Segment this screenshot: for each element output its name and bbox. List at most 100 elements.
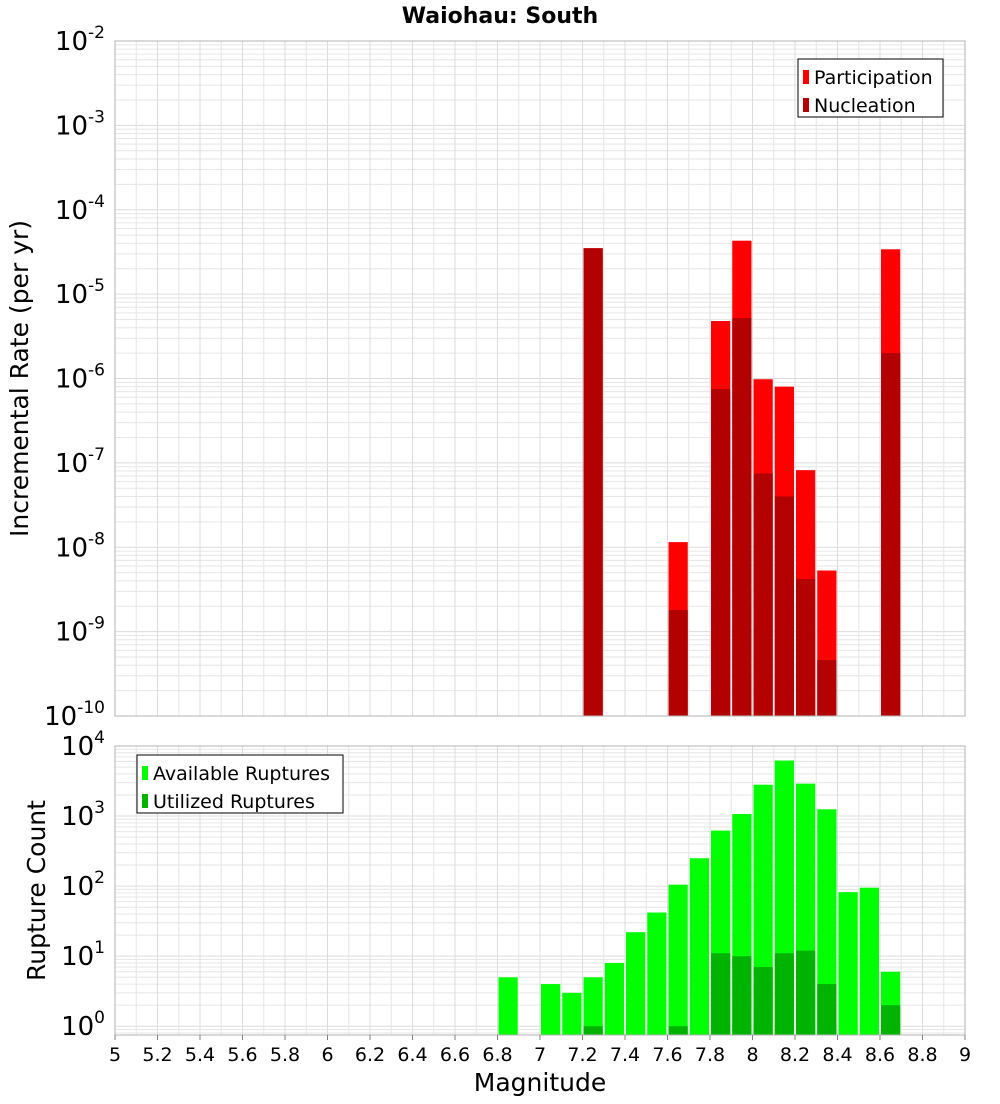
y-tick-exponent: -6 xyxy=(88,361,105,381)
y-tick-exponent: -5 xyxy=(88,276,105,296)
y-tick-exponent: -9 xyxy=(88,614,105,634)
y-tick-exponent: -2 xyxy=(88,23,105,43)
rate-bar-nucleation xyxy=(881,353,901,716)
x-tick-label: 8.6 xyxy=(865,1044,895,1066)
rate-bar-nucleation xyxy=(817,660,837,716)
x-tick-label: 5.2 xyxy=(142,1044,172,1066)
legend-label: Utilized Ruptures xyxy=(153,791,315,813)
rate-bar-nucleation xyxy=(668,610,688,716)
legend-swatch xyxy=(142,794,148,808)
y-tick-base: 10 xyxy=(55,449,88,479)
y-tick-exponent: 2 xyxy=(94,868,105,888)
count-bar-available xyxy=(838,892,858,1035)
y-tick-label: 10-10 xyxy=(44,698,105,732)
count-bar-utilized xyxy=(583,1026,603,1035)
count-bar-utilized xyxy=(668,1026,688,1035)
plot-frame xyxy=(114,40,966,717)
y-tick-base: 10 xyxy=(55,280,88,310)
y-tick-label: 10-6 xyxy=(55,361,105,395)
legend-box xyxy=(136,754,344,814)
count-bar-available xyxy=(541,984,561,1035)
y-axis-label: Rupture Count xyxy=(22,800,51,981)
count-bar-available xyxy=(604,962,624,1035)
y-tick-label: 10-9 xyxy=(55,614,105,648)
y-tick-base: 10 xyxy=(55,196,88,226)
x-tick-label: 6.4 xyxy=(397,1044,427,1066)
legend-swatch xyxy=(142,766,148,780)
count-bar-available xyxy=(859,887,879,1035)
legend-label: Participation xyxy=(814,67,933,89)
y-tick-label: 102 xyxy=(61,868,105,902)
y-tick-exponent: 1 xyxy=(94,938,105,958)
y-tick-base: 10 xyxy=(55,365,88,395)
y-tick-exponent: -3 xyxy=(88,107,105,127)
rate-plot: 10-210-310-410-510-610-710-810-910-10Inc… xyxy=(5,23,966,732)
y-tick-label: 10-3 xyxy=(55,107,105,141)
y-tick-label: 103 xyxy=(61,798,105,832)
y-tick-exponent: -4 xyxy=(88,192,105,212)
x-tick-label: 5.4 xyxy=(185,1044,215,1066)
rate-bar-nucleation xyxy=(753,473,773,716)
count-bar-available xyxy=(647,912,667,1035)
y-tick-base: 10 xyxy=(55,618,88,648)
count-bar-available xyxy=(817,809,837,1035)
x-tick-label: 6.8 xyxy=(482,1044,512,1066)
y-tick-base: 10 xyxy=(61,942,94,972)
rate-bar-nucleation xyxy=(583,248,603,717)
count-bar-available xyxy=(583,977,603,1035)
x-tick-label: 8.2 xyxy=(780,1044,810,1066)
x-tick-label: 7.6 xyxy=(652,1044,682,1066)
y-tick-exponent: 3 xyxy=(94,798,105,818)
x-tick-label: 6.2 xyxy=(355,1044,385,1066)
rate-bar-nucleation xyxy=(732,318,752,716)
x-tick-label: 8.8 xyxy=(907,1044,937,1066)
count-bar-available xyxy=(498,977,518,1035)
y-tick-base: 10 xyxy=(44,702,77,732)
y-tick-exponent: 4 xyxy=(94,728,105,748)
y-tick-label: 104 xyxy=(61,728,105,762)
y-tick-label: 100 xyxy=(61,1008,105,1042)
count-bar-utilized xyxy=(796,950,816,1035)
y-tick-base: 10 xyxy=(55,27,88,57)
y-tick-base: 10 xyxy=(55,111,88,141)
y-tick-label: 10-5 xyxy=(55,276,105,310)
count-bar-utilized xyxy=(881,1005,901,1035)
count-bar-available xyxy=(562,992,582,1035)
x-tick-label: 7 xyxy=(534,1044,546,1066)
y-tick-base: 10 xyxy=(55,533,88,563)
legend-label: Nucleation xyxy=(814,95,916,117)
rate-bar-nucleation xyxy=(711,389,731,716)
count-bar-available xyxy=(626,932,646,1035)
rate-bar-nucleation xyxy=(774,496,794,716)
x-tick-label: 6.6 xyxy=(440,1044,470,1066)
count-bar-utilized xyxy=(817,984,837,1035)
y-tick-base: 10 xyxy=(61,802,94,832)
x-tick-label: 8 xyxy=(746,1044,758,1066)
legend-box xyxy=(797,58,944,118)
x-tick-label: 7.4 xyxy=(610,1044,640,1066)
y-tick-exponent: -8 xyxy=(88,529,105,549)
x-tick-label: 7.2 xyxy=(567,1044,597,1066)
x-axis-label: Magnitude xyxy=(474,1068,606,1097)
y-tick-label: 101 xyxy=(61,938,105,972)
count-bar-utilized xyxy=(774,953,794,1035)
x-tick-label: 8.4 xyxy=(822,1044,852,1066)
chart-title: Waiohau: South xyxy=(402,4,598,29)
y-tick-base: 10 xyxy=(61,732,94,762)
x-tick-label: 5.6 xyxy=(227,1044,257,1066)
y-tick-label: 10-7 xyxy=(55,445,105,479)
y-tick-label: 10-4 xyxy=(55,192,105,226)
count-bar-utilized xyxy=(753,967,773,1035)
x-tick-label: 5.8 xyxy=(270,1044,300,1066)
count-bar-utilized xyxy=(732,956,752,1035)
y-tick-exponent: 0 xyxy=(94,1008,105,1028)
count-bar-available xyxy=(668,884,688,1035)
y-tick-base: 10 xyxy=(61,1012,94,1042)
y-axis-label: Incremental Rate (per yr) xyxy=(5,220,34,537)
rate-bar-nucleation xyxy=(796,579,816,716)
y-tick-label: 10-8 xyxy=(55,529,105,563)
x-tick-label: 9 xyxy=(959,1044,971,1066)
